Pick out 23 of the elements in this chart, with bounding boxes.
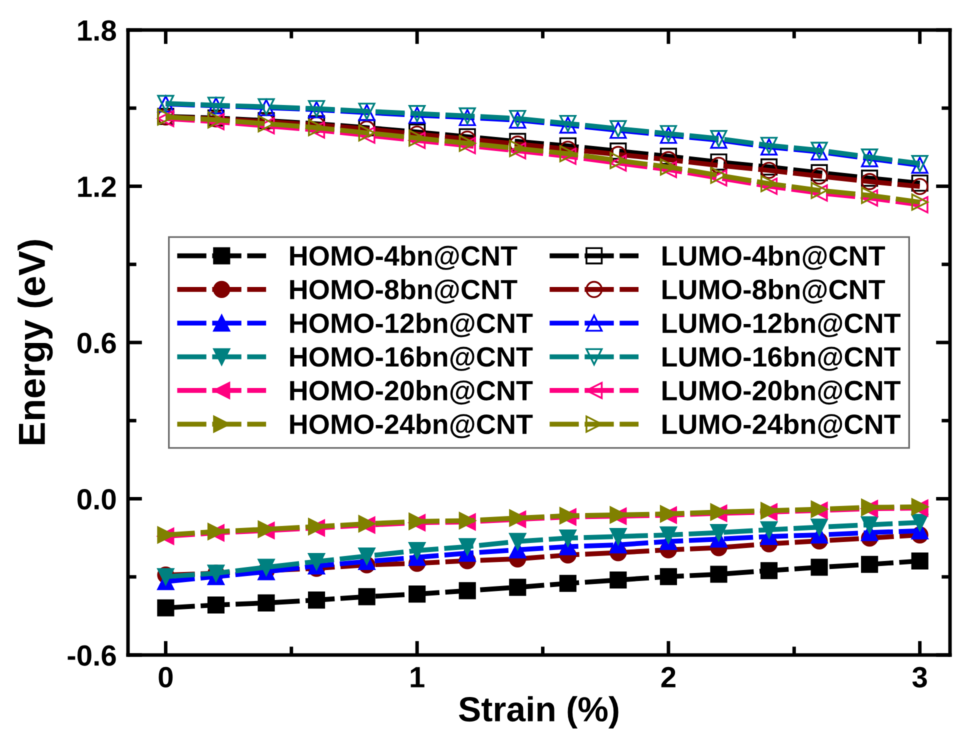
legend-label: HOMO-16bn@CNT	[290, 346, 533, 371]
legend-label: HOMO-4bn@CNT	[290, 245, 518, 270]
y-tick-label: 1.8	[78, 20, 116, 41]
legend-label: LUMO-20bn@CNT	[662, 380, 900, 405]
y-axis-title: Energy (eV)	[18, 240, 53, 444]
legend-label: LUMO-16bn@CNT	[662, 346, 900, 371]
legend-label: HOMO-24bn@CNT	[290, 414, 533, 438]
legend-label: LUMO-12bn@CNT	[662, 312, 900, 338]
y-tick-label: 0.0	[78, 488, 116, 510]
y-tick-label: -0.6	[68, 645, 116, 666]
legend-label: HOMO-20bn@CNT	[290, 380, 533, 405]
x-tick-label: 2	[661, 666, 676, 688]
legend-label: HOMO-12bn@CNT	[290, 312, 533, 338]
legend-label: LUMO-24bn@CNT	[662, 414, 900, 438]
x-tick-label: 0	[158, 666, 173, 688]
x-tick-label: 1	[410, 667, 424, 688]
legend-label: HOMO-8bn@CNT	[290, 279, 518, 304]
x-tick-label: 3	[912, 666, 927, 688]
legend-label: LUMO-4bn@CNT	[662, 245, 886, 270]
x-axis-title: Strain (%)	[458, 696, 618, 728]
legend-label: LUMO-8bn@CNT	[662, 279, 886, 304]
y-tick-label: 0.6	[78, 332, 116, 354]
y-tick-label: 1.2	[78, 176, 116, 197]
